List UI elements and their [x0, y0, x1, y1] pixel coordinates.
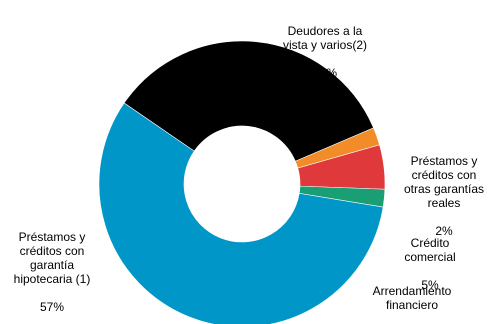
slice-label-hipotecaria: Préstamos y créditos con garantía hipote…	[2, 216, 102, 314]
slice-name-deudores: Deudores a la vista y varios(2)	[282, 24, 368, 52]
slice-name-credito-comercial: Crédito comercial	[404, 236, 456, 264]
slice-name-arrendamiento: Arrendamiento financiero	[372, 284, 452, 312]
slice-label-otras-garantias: Préstamos y créditos con otras garantías…	[393, 140, 494, 238]
slice-name-otras-garantias: Préstamos y créditos con otras garantías…	[403, 154, 485, 210]
slice-value-otras-garantias: 2%	[435, 224, 453, 238]
slice-value-hipotecaria: 57%	[39, 300, 65, 314]
slice-name-hipotecaria: Préstamos y créditos con garantía hipote…	[13, 230, 91, 286]
slice-value-credito-comercial: 5%	[421, 278, 439, 292]
slice-label-arrendamiento: Arrendamiento financiero 2%	[360, 270, 464, 324]
donut-slice-deudores	[123, 40, 374, 162]
donut-slice-hipotecaria	[98, 102, 384, 324]
slice-label-credito-comercial: Crédito comercial 5%	[391, 222, 469, 292]
slice-value-deudores: 34%	[312, 66, 338, 80]
slice-label-deudores: Deudores a la vista y varios(2) 34%	[262, 10, 388, 80]
